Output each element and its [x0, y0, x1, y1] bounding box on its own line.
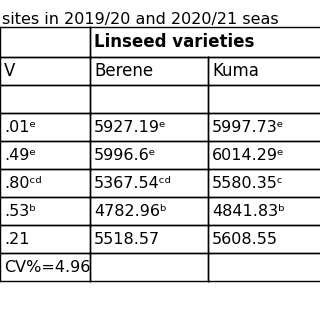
Text: 5997.73ᵉ: 5997.73ᵉ	[212, 119, 284, 134]
Text: 5996.6ᵉ: 5996.6ᵉ	[94, 148, 156, 163]
Text: .80ᶜᵈ: .80ᶜᵈ	[4, 175, 42, 190]
Text: .01ᵉ: .01ᵉ	[4, 119, 36, 134]
Text: 5608.55: 5608.55	[212, 231, 278, 246]
Text: .53ᵇ: .53ᵇ	[4, 204, 36, 219]
Text: 5580.35ᶜ: 5580.35ᶜ	[212, 175, 284, 190]
Text: Kuma: Kuma	[212, 62, 259, 80]
Text: 5518.57: 5518.57	[94, 231, 160, 246]
Text: Linseed varieties: Linseed varieties	[94, 33, 254, 51]
Text: 6014.29ᵉ: 6014.29ᵉ	[212, 148, 284, 163]
Text: V: V	[4, 62, 15, 80]
Text: 4782.96ᵇ: 4782.96ᵇ	[94, 204, 167, 219]
Text: CV%=4.96: CV%=4.96	[4, 260, 90, 275]
Text: .49ᵉ: .49ᵉ	[4, 148, 36, 163]
Text: .21: .21	[4, 231, 29, 246]
Text: 4841.83ᵇ: 4841.83ᵇ	[212, 204, 285, 219]
Text: Berene: Berene	[94, 62, 153, 80]
Text: 5927.19ᵉ: 5927.19ᵉ	[94, 119, 167, 134]
Text: sites in 2019/20 and 2020/21 seas: sites in 2019/20 and 2020/21 seas	[2, 12, 279, 27]
Text: 5367.54ᶜᵈ: 5367.54ᶜᵈ	[94, 175, 172, 190]
